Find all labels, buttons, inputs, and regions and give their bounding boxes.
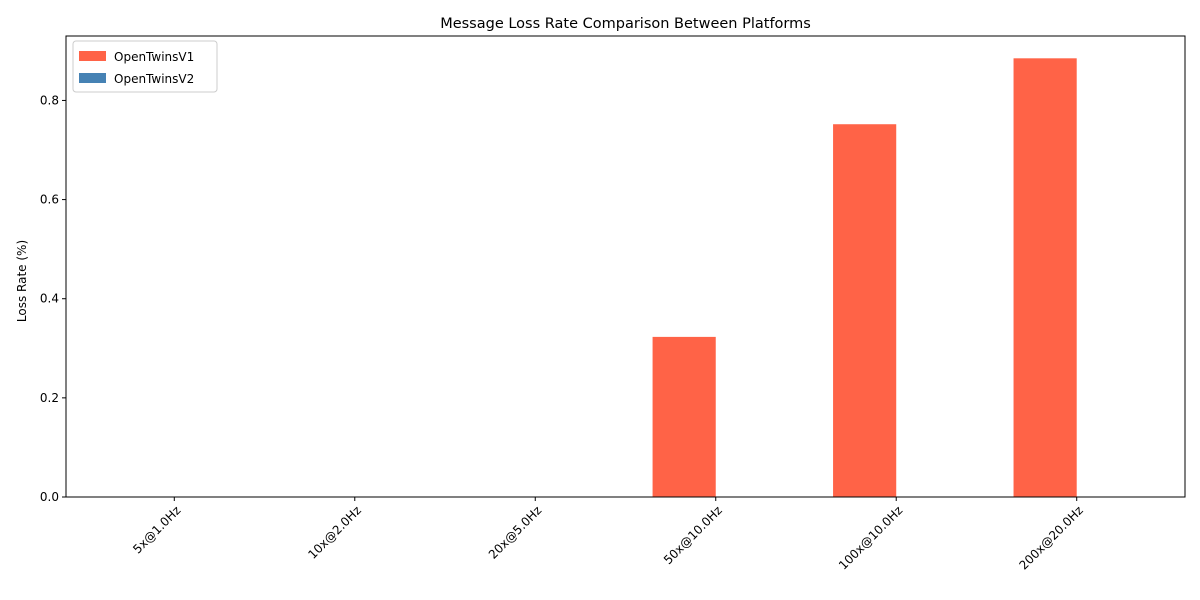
x-tick-label: 200x@20.0Hz bbox=[1017, 503, 1086, 572]
chart-title: Message Loss Rate Comparison Between Pla… bbox=[440, 16, 811, 32]
bar-OpenTwinsV1-200x@20.0Hz bbox=[1013, 58, 1077, 498]
bar-OpenTwinsV1-100x@10.0Hz bbox=[833, 124, 897, 497]
y-tick-label: 0.0 bbox=[40, 490, 59, 504]
x-tick-label: 20x@5.0Hz bbox=[486, 503, 545, 562]
axes-frame bbox=[65, 35, 1186, 498]
legend-label-OpenTwinsV1: OpenTwinsV1 bbox=[114, 50, 194, 64]
x-tick-label: 10x@2.0Hz bbox=[305, 503, 364, 562]
legend: OpenTwinsV1 OpenTwinsV2 bbox=[72, 40, 218, 93]
y-tick-label: 0.4 bbox=[40, 292, 59, 306]
legend-swatch-OpenTwinsV2 bbox=[79, 73, 106, 83]
legend-label-OpenTwinsV2: OpenTwinsV2 bbox=[114, 72, 194, 86]
y-axis-label: Loss Rate (%) bbox=[15, 240, 29, 322]
x-tick-label: 50x@10.0Hz bbox=[661, 503, 725, 567]
plot-area: 5x@1.0Hz 10x@2.0Hz 20x@5.0Hz 50x@10.0Hz 100x… bbox=[40, 35, 1186, 573]
x-tick-label: 5x@1.0Hz bbox=[130, 503, 183, 556]
legend-swatch-OpenTwinsV1 bbox=[79, 51, 106, 61]
legend-box bbox=[72, 40, 218, 93]
y-tick-label: 0.6 bbox=[40, 193, 59, 207]
x-tick-label: 100x@10.0Hz bbox=[836, 503, 905, 572]
y-tick-label: 0.8 bbox=[40, 93, 59, 107]
bar-OpenTwinsV1-50x@10.0Hz bbox=[652, 336, 716, 497]
y-tick-label: 0.2 bbox=[40, 391, 59, 405]
